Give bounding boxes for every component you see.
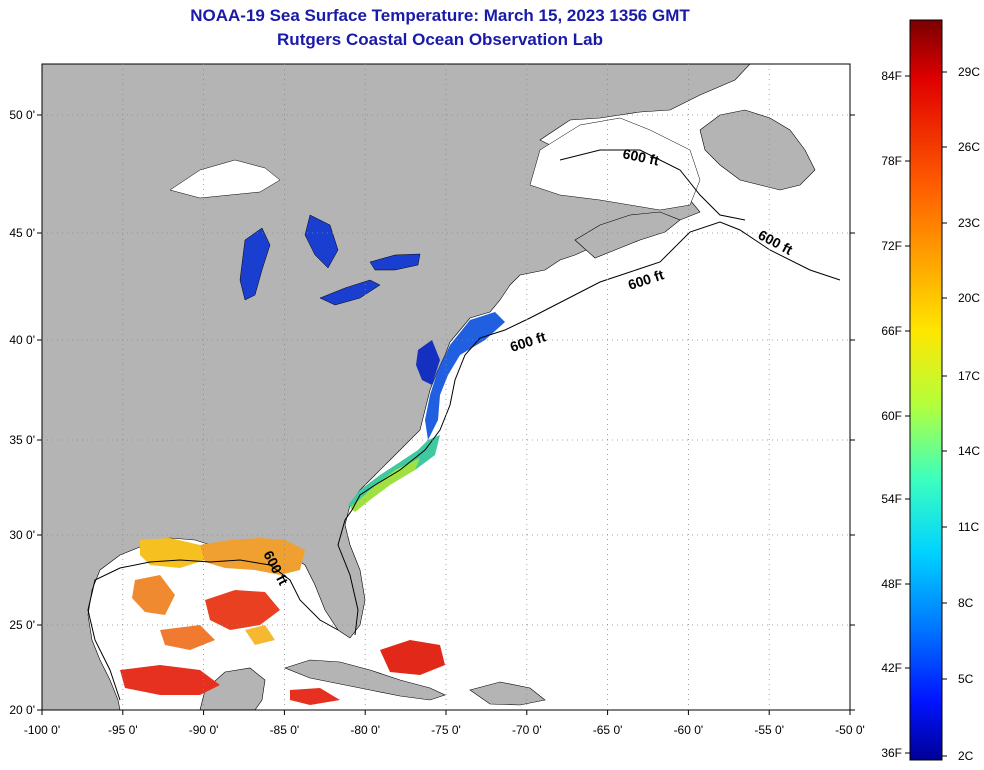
sst-gulf-west-orange [132,575,175,615]
colorbar [909,19,943,761]
sst-florida-straits-red [380,640,445,675]
lake-nipigon-area [169,159,281,199]
sst-gulf-south-orange [160,625,215,650]
lat-tick-label: 30 0' [9,528,35,542]
cb-c-label: 11C [958,520,979,534]
lon-tick-label: -55 0' [754,723,784,737]
lake-michigan [239,227,271,301]
lon-tick-label: -65 0' [593,723,623,737]
cb-f-label: 48F [881,577,902,591]
cb-c-label: 26C [958,140,980,154]
contour-600ft-labrador [559,149,746,221]
map-subtitle: Rutgers Coastal Ocean Observation Lab [277,30,603,49]
lat-tick-label: 20 0' [9,703,35,717]
cb-c-label: 23C [958,216,980,230]
cb-f-label: 60F [881,409,902,423]
lon-tick-label: -85 0' [270,723,300,737]
cb-c-label: 2C [958,749,974,763]
lat-tick-label: 40 0' [9,333,35,347]
cb-f-label: 66F [881,324,902,338]
lat-tick-label: 25 0' [9,618,35,632]
sst-midatlantic-cold [425,312,505,440]
cb-f-label: 84F [881,69,902,83]
cb-c-label: 20C [958,291,980,305]
cb-f-label: 78F [881,154,902,168]
lon-tick-label: -70 0' [512,723,542,737]
lon-tick-label: -50 0' [835,723,865,737]
latitude-labels: 50 0' 45 0' 40 0' 35 0' 30 0' 25 0' 20 0' [9,108,855,717]
colorbar-celsius-labels: 29C 26C 23C 20C 17C 14C 11C 8C 5C 2C [942,65,980,763]
longitude-labels: -100 0' -95 0' -90 0' -85 0' -80 0' -75 0' -70… [24,710,865,737]
sst-loop-yellow [245,625,275,645]
cb-c-label: 29C [958,65,980,79]
gulf-st-lawrence [529,117,701,211]
map-title: NOAA-19 Sea Surface Temperature: March 1… [190,6,690,25]
colorbar-fahrenheit-labels: 84F 78F 72F 66F 60F 54F 48F 42F 36F [881,69,910,760]
lat-tick-label: 45 0' [9,226,35,240]
lon-tick-label: -100 0' [24,723,60,737]
cb-c-label: 17C [958,369,980,383]
sst-gulf-north-orange [200,538,305,575]
cb-c-label: 14C [958,444,980,458]
contour-600ft-gulf [87,559,339,701]
cb-f-label: 36F [881,746,902,760]
lon-tick-label: -90 0' [189,723,219,737]
lon-tick-label: -60 0' [674,723,704,737]
cb-c-label: 5C [958,672,974,686]
sst-chesapeake [416,340,440,385]
sst-caribbean-red [120,665,220,695]
cb-f-label: 54F [881,492,902,506]
contour-600ft-atlantic [337,221,841,636]
lat-tick-label: 35 0' [9,433,35,447]
lon-tick-label: -95 0' [108,723,138,737]
contour-label-1: 600 ft [621,145,660,168]
cb-f-label: 42F [881,661,902,675]
land-hispaniola [469,681,546,706]
land-newfoundland [699,109,816,191]
land-nova-scotia [574,211,681,259]
sst-georgia-yellow [350,458,420,512]
lon-tick-label: -75 0' [431,723,461,737]
sst-cuba-south-red [290,688,340,705]
lon-tick-label: -80 0' [350,723,380,737]
sst-gulf-central-red [205,590,280,630]
lake-huron [304,214,339,269]
cb-c-label: 8C [958,596,974,610]
lat-tick-label: 50 0' [9,108,35,122]
cb-f-label: 72F [881,239,902,253]
lake-erie [319,279,381,306]
lake-ontario [369,253,421,271]
